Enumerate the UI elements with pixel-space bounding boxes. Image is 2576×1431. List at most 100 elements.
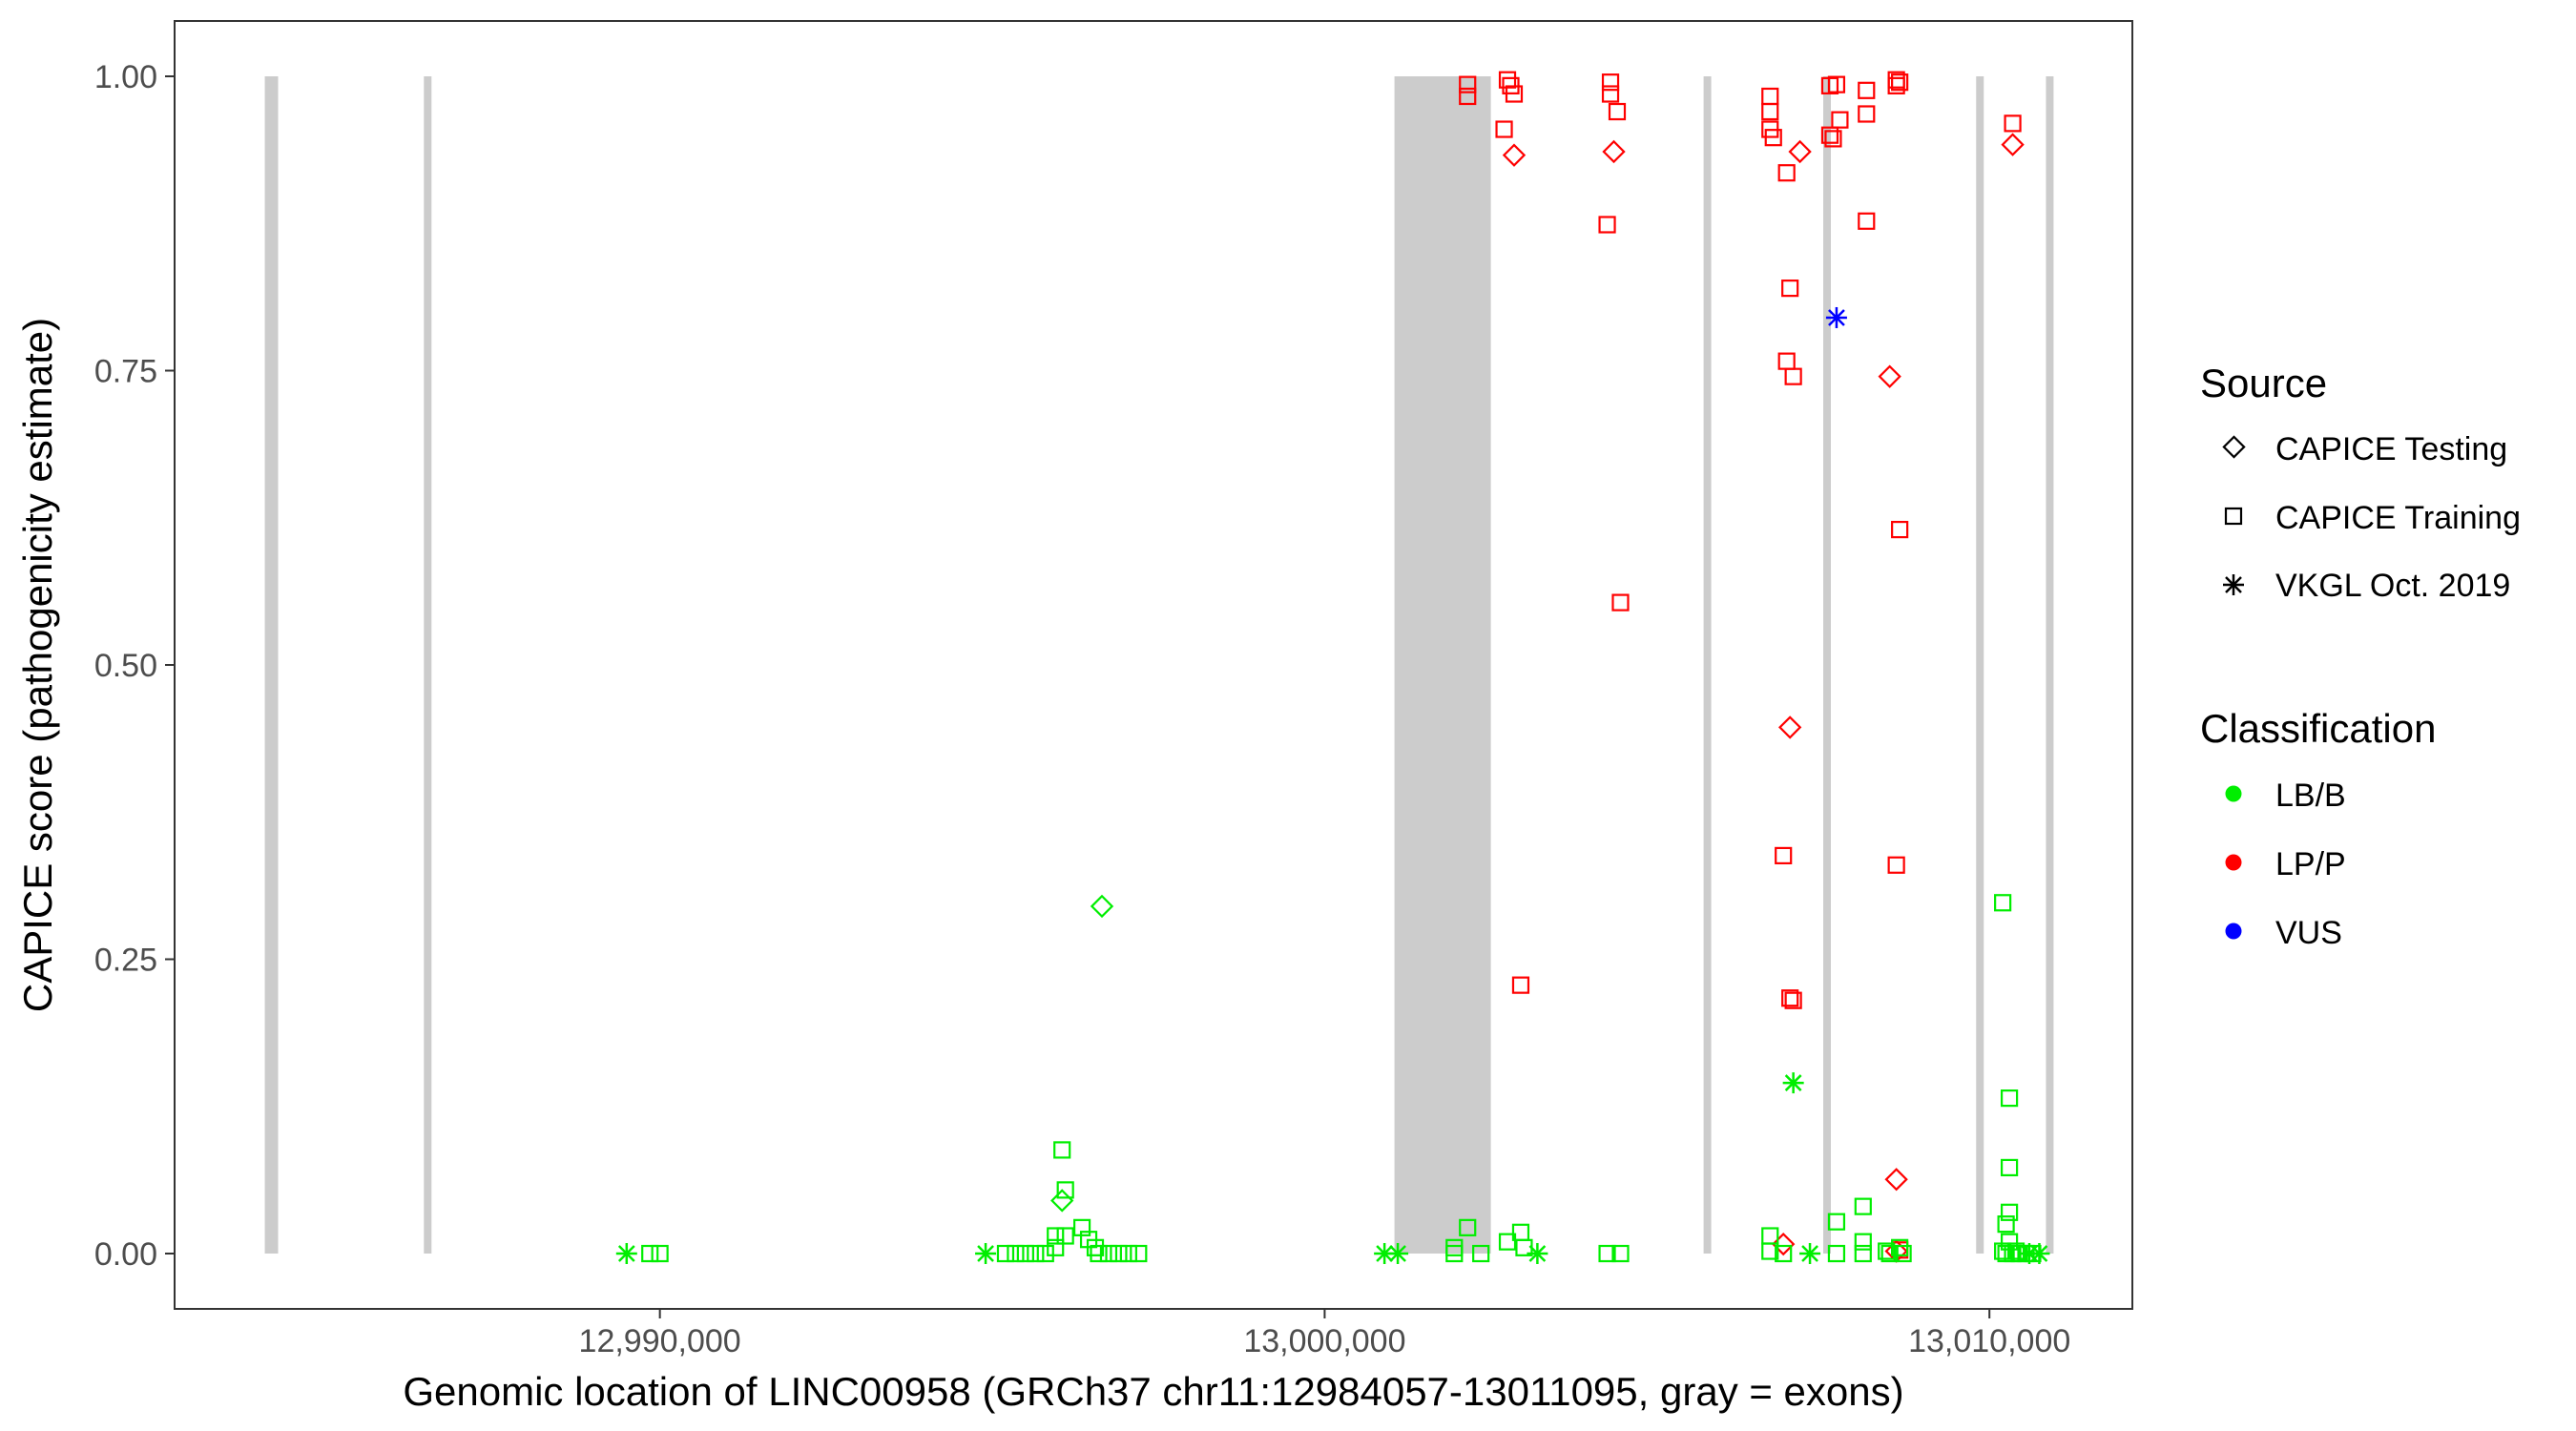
point-training bbox=[1820, 126, 1839, 144]
point-testing bbox=[1788, 139, 1812, 164]
point-testing bbox=[2001, 133, 2025, 156]
legend-item-label: VUS bbox=[2275, 915, 2342, 951]
point-training bbox=[1854, 1197, 1872, 1215]
asterisk-stroke bbox=[1801, 1245, 1818, 1262]
point-training bbox=[2004, 114, 2022, 133]
point-training bbox=[1994, 894, 2012, 912]
point-training bbox=[1459, 87, 1477, 106]
legend-square-key bbox=[2224, 507, 2243, 526]
point-training bbox=[1086, 1238, 1105, 1256]
point-training bbox=[1047, 1227, 1065, 1245]
legend-asterisk-key bbox=[2223, 574, 2244, 595]
legend-classification-title: Classification bbox=[2200, 706, 2436, 751]
point-training bbox=[1459, 75, 1477, 93]
asterisk-stroke bbox=[617, 1245, 635, 1262]
point-training bbox=[1761, 1242, 1779, 1260]
legend-item-lbb: LB/B bbox=[2225, 778, 2346, 814]
axis-layer: 12,990,000 13,000,000 13,010,000 0.00 0.25 0.… bbox=[94, 59, 2070, 1359]
point-training bbox=[1601, 73, 1620, 92]
point-testing bbox=[1050, 1189, 1074, 1213]
point-training bbox=[1777, 164, 1796, 182]
point-training bbox=[1119, 1244, 1137, 1263]
point-training bbox=[1894, 1244, 1912, 1263]
legend-item-label: CAPICE Testing bbox=[2275, 431, 2507, 467]
point-training bbox=[1611, 593, 1630, 612]
point-training bbox=[1854, 1244, 1872, 1263]
exon-band bbox=[1394, 75, 1491, 1255]
exon-band bbox=[264, 75, 279, 1255]
point-training bbox=[1505, 85, 1524, 103]
exon-band bbox=[1823, 75, 1831, 1255]
point-training bbox=[1858, 81, 1876, 99]
asterisk-stroke bbox=[1389, 1245, 1406, 1262]
point-training bbox=[1090, 1244, 1108, 1263]
point-training bbox=[1056, 1227, 1074, 1245]
y-tick-label: 0.25 bbox=[94, 943, 157, 979]
point-training bbox=[2006, 1242, 2025, 1260]
point-training bbox=[1891, 73, 1909, 92]
point-training bbox=[1056, 1181, 1074, 1199]
point-testing bbox=[1090, 894, 1114, 919]
legend-diamond-key bbox=[2222, 435, 2246, 459]
point-vkgl bbox=[2028, 1243, 2050, 1265]
point-training bbox=[1036, 1244, 1054, 1263]
asterisk-stroke bbox=[1528, 1245, 1547, 1262]
x-tick-label: 13,010,000 bbox=[1908, 1323, 2070, 1359]
y-tick-label: 0.50 bbox=[94, 648, 157, 684]
point-training bbox=[641, 1244, 659, 1263]
point-training bbox=[1445, 1244, 1464, 1263]
point-training bbox=[1887, 76, 1905, 94]
point-training bbox=[1891, 520, 1909, 539]
exon-band bbox=[424, 75, 432, 1255]
asterisk-stroke bbox=[2030, 1245, 2048, 1262]
x-tick-label: 13,000,000 bbox=[1243, 1323, 1405, 1359]
exon-layer bbox=[264, 75, 2054, 1255]
point-training bbox=[1764, 129, 1782, 147]
point-training bbox=[996, 1244, 1015, 1263]
x-tick-label: 12,990,000 bbox=[579, 1323, 741, 1359]
point-training bbox=[1110, 1244, 1128, 1263]
point-training bbox=[1854, 1233, 1872, 1251]
point-training bbox=[1775, 846, 1793, 865]
point-training bbox=[1598, 1244, 1616, 1263]
point-testing bbox=[1502, 143, 1527, 167]
y-tick-label: 0.00 bbox=[94, 1236, 157, 1273]
point-vkgl bbox=[1387, 1243, 1409, 1265]
point-layer bbox=[615, 71, 2050, 1265]
point-testing bbox=[1777, 716, 1802, 739]
legend-lpp-key bbox=[2225, 854, 2242, 871]
legend-item-label: CAPICE Training bbox=[2275, 500, 2521, 536]
legend-source-title: Source bbox=[2200, 361, 2327, 405]
point-vkgl bbox=[615, 1243, 637, 1265]
point-training bbox=[1781, 280, 1799, 298]
asterisk-stroke bbox=[1784, 1074, 1802, 1091]
point-training bbox=[1994, 1242, 2012, 1260]
point-training bbox=[1858, 105, 1876, 123]
point-vkgl bbox=[1782, 1072, 1804, 1094]
legend-item-label: LB/B bbox=[2275, 778, 2346, 814]
y-tick-label: 1.00 bbox=[94, 59, 157, 95]
exon-band bbox=[1976, 75, 1984, 1255]
legend-item-vus: VUS bbox=[2225, 915, 2342, 951]
point-training bbox=[1784, 991, 1802, 1009]
asterisk-stroke bbox=[1828, 309, 1845, 326]
legend-item-label: VKGL Oct. 2019 bbox=[2275, 568, 2510, 604]
point-training bbox=[1053, 1141, 1071, 1159]
point-training bbox=[1099, 1244, 1118, 1263]
point-training bbox=[1130, 1244, 1148, 1263]
point-training bbox=[1831, 111, 1849, 129]
point-training bbox=[2000, 1158, 2019, 1177]
exon-band bbox=[2046, 75, 2054, 1255]
point-training bbox=[1781, 989, 1799, 1007]
point-training bbox=[1608, 102, 1627, 121]
legend-vus-key bbox=[2225, 923, 2242, 940]
point-training bbox=[1472, 1244, 1490, 1263]
x-axis-label: Genomic location of LINC00958 (GRCh37 ch… bbox=[403, 1369, 1903, 1414]
point-training bbox=[1827, 1213, 1846, 1231]
point-training bbox=[1611, 1244, 1630, 1263]
point-training bbox=[1878, 1242, 1896, 1260]
point-training bbox=[1498, 1233, 1517, 1251]
point-testing bbox=[1878, 364, 1901, 388]
